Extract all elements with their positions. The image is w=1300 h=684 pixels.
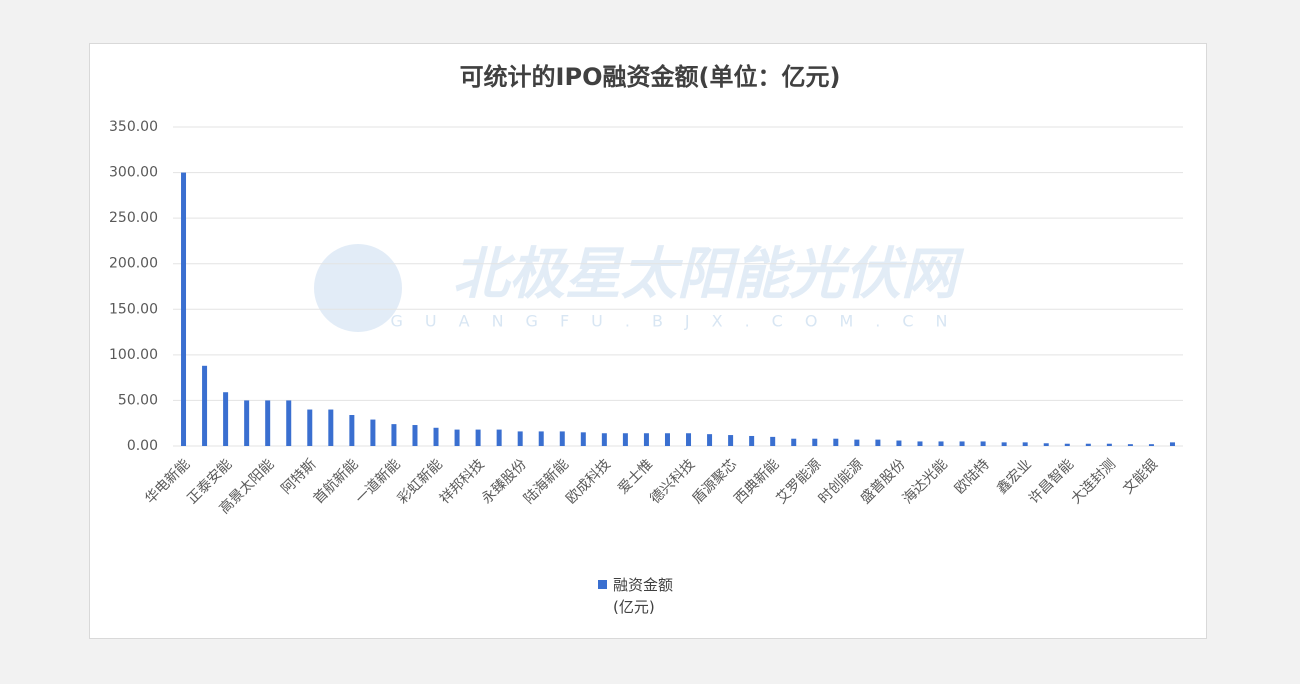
x-tick-label: 爱士惟 <box>615 456 656 497</box>
x-tick-label: 许昌智能 <box>1026 456 1077 507</box>
bar <box>833 438 839 446</box>
bar <box>370 419 376 446</box>
bar <box>959 441 965 446</box>
y-tick-label: 100.00 <box>109 347 158 363</box>
x-tick-label: 文能银 <box>1120 456 1161 497</box>
x-tick-label: 盛普股份 <box>858 456 909 507</box>
bar <box>1085 443 1091 446</box>
x-tick-label: 阿特斯 <box>278 456 319 497</box>
bar <box>244 400 250 446</box>
legend-label: 融资金额 (亿元) <box>613 576 674 616</box>
y-tick-label: 50.00 <box>118 392 158 408</box>
bar <box>580 432 586 446</box>
x-tick-label: 时创能源 <box>816 456 867 507</box>
bar <box>1169 442 1175 446</box>
bar <box>770 436 776 446</box>
bar <box>854 439 860 446</box>
x-tick-label: 陆海新能 <box>521 456 572 507</box>
watermark-sub: GUANGFU.BJX.COM.CN <box>391 312 970 331</box>
legend-swatch <box>598 580 607 589</box>
bar <box>517 431 523 446</box>
bar <box>707 434 713 446</box>
chart-frame <box>89 43 1207 639</box>
x-tick-label: 祥邦科技 <box>437 456 488 507</box>
bar <box>1064 443 1070 446</box>
x-tick-label: 德兴科技 <box>647 456 698 507</box>
bar <box>938 441 944 446</box>
y-tick-label: 0.00 <box>127 438 158 454</box>
bar <box>538 431 544 446</box>
bar <box>223 392 229 446</box>
bar <box>1022 442 1028 446</box>
bar <box>286 400 292 446</box>
x-tick-label: 华电新能 <box>142 456 193 507</box>
x-tick-label: 首航新能 <box>311 456 362 507</box>
bar <box>728 435 734 446</box>
bar <box>475 429 481 446</box>
bar <box>391 424 397 446</box>
x-tick-label: 大连封测 <box>1068 456 1119 507</box>
bar <box>496 429 502 446</box>
bar <box>686 433 692 446</box>
y-tick-label: 200.00 <box>109 256 158 272</box>
legend: 融资金额 (亿元) <box>598 574 695 618</box>
bar <box>1148 444 1154 446</box>
bar <box>559 431 565 446</box>
bar <box>896 440 902 446</box>
x-tick-label: 艾罗能源 <box>774 456 825 507</box>
bar <box>791 438 797 446</box>
y-tick-label: 250.00 <box>109 210 158 226</box>
bar <box>1001 442 1007 446</box>
x-tick-label: 盾源聚芯 <box>689 456 740 507</box>
watermark: 北极星太阳能光伏网 <box>453 242 965 307</box>
bar <box>328 409 334 446</box>
y-tick-label: 150.00 <box>109 301 158 317</box>
x-tick-label: 一道新能 <box>353 456 404 507</box>
bar <box>412 425 418 446</box>
bar <box>980 441 986 446</box>
bar <box>265 400 271 446</box>
y-tick-label: 300.00 <box>109 165 158 181</box>
x-tick-label: 西典新能 <box>731 456 782 507</box>
y-tick-label: 350.00 <box>109 119 158 135</box>
x-tick-label: 彩虹新能 <box>395 456 446 507</box>
bar <box>1106 443 1112 446</box>
bar <box>875 439 881 446</box>
bar <box>307 409 313 446</box>
bar <box>181 172 187 447</box>
bar <box>433 427 439 446</box>
watermark-logo <box>314 244 402 332</box>
x-tick-label: 海达光能 <box>900 456 951 507</box>
bar <box>749 435 755 446</box>
x-tick-label: 欧陆特 <box>952 456 993 497</box>
bar <box>917 441 923 446</box>
x-tick-label: 欧成科技 <box>563 456 614 507</box>
bar <box>622 433 628 446</box>
bar <box>643 433 649 446</box>
bar <box>1043 443 1049 446</box>
bar <box>601 433 607 446</box>
bar <box>454 429 460 446</box>
bar <box>202 365 208 446</box>
bar <box>349 415 355 446</box>
x-tick-label: 鑫宏业 <box>993 456 1035 498</box>
x-tick-label: 永臻股份 <box>479 456 530 507</box>
chart-title: 可统计的IPO融资金额(单位：亿元) <box>460 63 841 91</box>
bar <box>812 438 818 446</box>
bar <box>664 433 670 446</box>
bar <box>1127 444 1133 446</box>
